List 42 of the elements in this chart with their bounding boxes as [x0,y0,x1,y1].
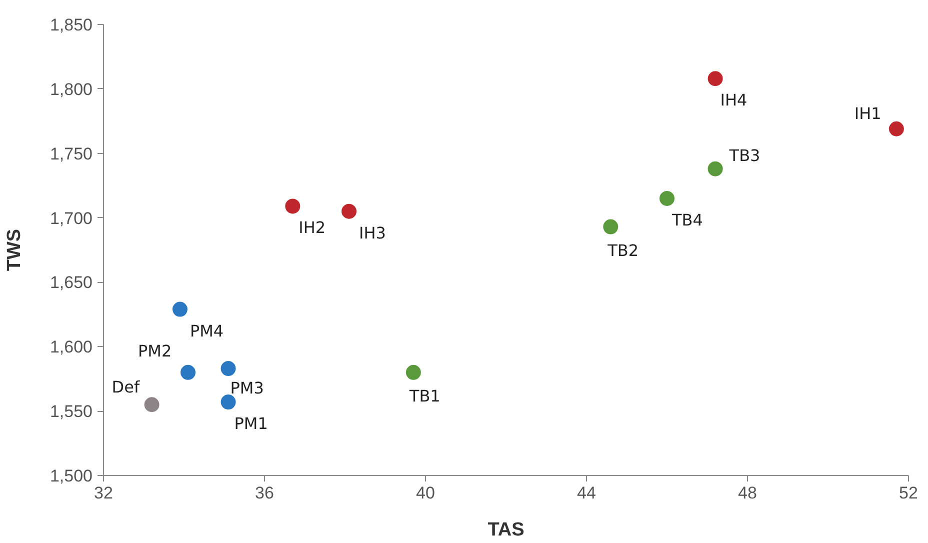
y-tick-label: 1,600 [50,338,93,357]
annotation: Def [112,378,140,397]
point [708,71,723,86]
annotation: PM3 [230,378,264,398]
annotation: TB3 [728,146,760,165]
point [888,121,904,136]
annotation: IH1 [854,104,882,123]
x-axis-title: TAS [488,520,524,540]
y-tick-label: 1,800 [50,80,93,99]
point [342,204,357,219]
x-tick-label: 40 [416,484,435,502]
point [144,397,160,412]
annotation: PM4 [190,321,224,340]
annotation: TB2 [606,240,639,260]
point [180,364,196,380]
annotation: PM1 [234,414,268,434]
point [220,394,236,410]
point [220,361,236,376]
annotation: TB1 [408,386,440,406]
y-axis-title: TWS [4,228,25,272]
y-tick-label: 1,550 [50,402,93,422]
point [708,161,723,176]
point [406,364,421,380]
x-tick-label: 44 [577,484,596,502]
x-tick-label: 48 [738,484,757,502]
annotation: IH4 [720,90,748,110]
point [660,190,674,206]
annotation: IH3 [359,223,386,242]
y-tick-label: 1,500 [50,466,93,486]
annotation: TB4 [671,210,703,230]
y-tick-label: 1,850 [50,16,93,34]
x-tick-label: 32 [94,484,113,502]
annotation: IH2 [298,218,326,238]
y-tick-label: 1,750 [50,144,93,164]
point [172,302,188,317]
point [285,198,300,214]
annotation: PM2 [138,341,172,360]
y-tick-label: 1,650 [50,273,93,292]
y-tick-label: 1,700 [50,208,93,228]
x-tick-label: 36 [255,484,274,502]
x-tick-label: 52 [899,484,918,502]
point [603,219,618,234]
